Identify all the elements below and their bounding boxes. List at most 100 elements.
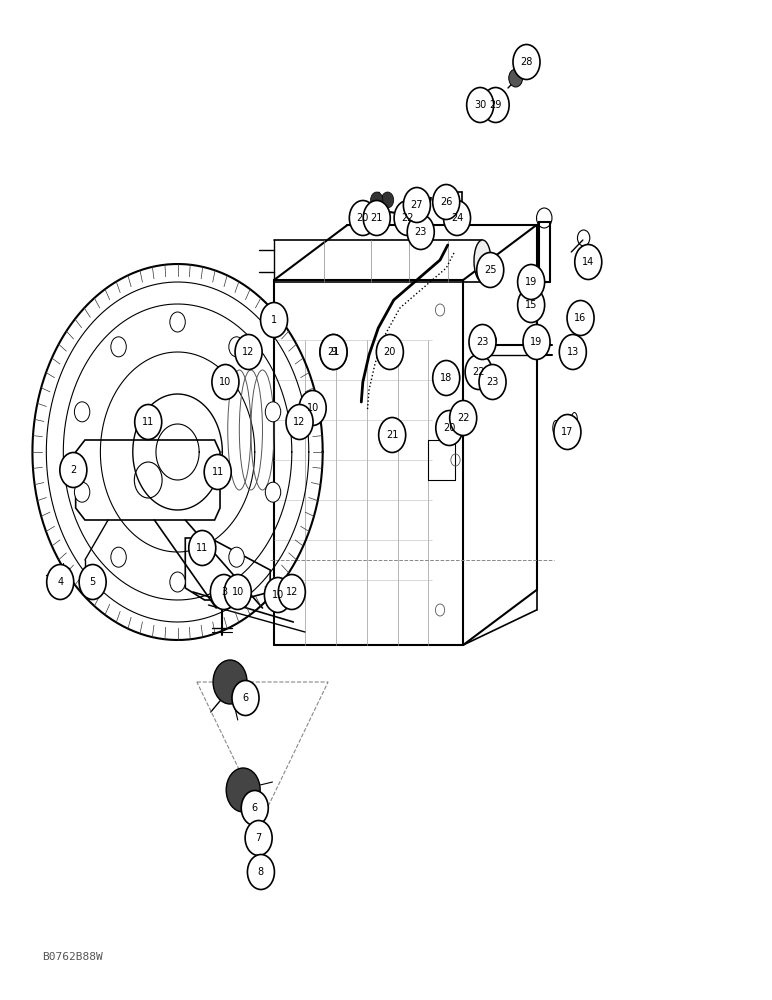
Circle shape xyxy=(394,200,422,235)
Text: 7: 7 xyxy=(256,833,262,843)
Circle shape xyxy=(229,337,244,357)
Text: 19: 19 xyxy=(525,277,537,287)
Text: 20: 20 xyxy=(357,213,369,223)
Circle shape xyxy=(224,574,251,609)
Text: 10: 10 xyxy=(232,587,244,597)
Circle shape xyxy=(435,410,462,446)
Text: 21: 21 xyxy=(327,347,340,357)
Circle shape xyxy=(381,192,394,208)
Circle shape xyxy=(482,88,510,122)
Circle shape xyxy=(245,820,272,856)
Text: 8: 8 xyxy=(258,867,264,877)
Circle shape xyxy=(286,404,313,440)
Text: 20: 20 xyxy=(443,423,455,433)
Circle shape xyxy=(517,288,544,322)
Circle shape xyxy=(170,572,185,592)
Text: 22: 22 xyxy=(472,367,485,377)
Circle shape xyxy=(567,300,594,336)
Text: 23: 23 xyxy=(415,227,427,237)
Text: 26: 26 xyxy=(440,197,452,207)
Circle shape xyxy=(443,200,470,235)
Ellipse shape xyxy=(474,240,491,282)
Text: 12: 12 xyxy=(242,347,255,357)
Circle shape xyxy=(408,215,434,249)
Text: 11: 11 xyxy=(196,543,208,553)
Circle shape xyxy=(213,660,247,704)
Circle shape xyxy=(188,530,215,566)
Text: 6: 6 xyxy=(242,693,249,703)
Circle shape xyxy=(466,88,493,122)
Text: 27: 27 xyxy=(411,200,423,210)
Circle shape xyxy=(363,200,390,235)
Circle shape xyxy=(241,790,269,826)
Circle shape xyxy=(465,355,493,389)
Circle shape xyxy=(210,574,237,609)
Text: 10: 10 xyxy=(272,590,284,600)
Circle shape xyxy=(349,200,376,235)
Circle shape xyxy=(74,482,90,502)
Text: 11: 11 xyxy=(142,417,154,427)
Text: 1: 1 xyxy=(271,315,277,325)
Text: 11: 11 xyxy=(212,467,224,477)
Text: 30: 30 xyxy=(474,100,486,110)
Circle shape xyxy=(247,854,275,890)
Circle shape xyxy=(574,244,601,279)
Circle shape xyxy=(476,252,503,288)
Text: 12: 12 xyxy=(286,587,298,597)
Circle shape xyxy=(371,192,383,208)
Text: 10: 10 xyxy=(219,377,232,387)
Text: 13: 13 xyxy=(567,347,579,357)
Circle shape xyxy=(79,564,106,599)
Text: 24: 24 xyxy=(451,213,463,223)
Text: 16: 16 xyxy=(574,313,587,323)
Circle shape xyxy=(111,547,127,567)
Circle shape xyxy=(509,69,523,87)
Text: 20: 20 xyxy=(384,347,396,357)
Text: 2: 2 xyxy=(70,465,76,475)
Circle shape xyxy=(320,334,347,369)
Circle shape xyxy=(432,184,459,220)
Text: 10: 10 xyxy=(306,403,319,413)
Circle shape xyxy=(260,302,287,338)
Text: 28: 28 xyxy=(520,57,533,67)
Text: B0762B88W: B0762B88W xyxy=(42,952,103,962)
Circle shape xyxy=(320,334,347,369)
Circle shape xyxy=(388,345,399,359)
Text: 19: 19 xyxy=(530,337,543,347)
Circle shape xyxy=(46,564,74,599)
Text: 23: 23 xyxy=(476,337,489,347)
Text: 21: 21 xyxy=(371,213,383,223)
Text: 18: 18 xyxy=(440,373,452,383)
Circle shape xyxy=(204,454,231,489)
Circle shape xyxy=(459,404,468,416)
Text: 17: 17 xyxy=(561,427,574,437)
Text: 22: 22 xyxy=(457,413,469,423)
Circle shape xyxy=(432,360,459,395)
Circle shape xyxy=(59,452,86,488)
Circle shape xyxy=(232,680,259,716)
Text: 29: 29 xyxy=(489,100,502,110)
Text: 9: 9 xyxy=(330,347,337,357)
Circle shape xyxy=(487,334,496,346)
Circle shape xyxy=(473,368,484,382)
Circle shape xyxy=(300,390,326,426)
Circle shape xyxy=(266,482,281,502)
Text: 14: 14 xyxy=(582,257,594,267)
Circle shape xyxy=(212,364,239,399)
Circle shape xyxy=(449,400,476,436)
Circle shape xyxy=(403,188,430,223)
Circle shape xyxy=(517,264,544,300)
Circle shape xyxy=(278,574,305,609)
Text: 4: 4 xyxy=(57,577,63,587)
Circle shape xyxy=(266,402,281,422)
Circle shape xyxy=(469,324,496,360)
Circle shape xyxy=(111,337,127,357)
Circle shape xyxy=(554,414,581,450)
Text: 21: 21 xyxy=(386,430,398,440)
Text: 12: 12 xyxy=(293,417,306,427)
Circle shape xyxy=(229,547,244,567)
Text: 23: 23 xyxy=(486,377,499,387)
Text: 3: 3 xyxy=(221,587,227,597)
Text: 5: 5 xyxy=(90,577,96,587)
Text: 6: 6 xyxy=(252,803,258,813)
